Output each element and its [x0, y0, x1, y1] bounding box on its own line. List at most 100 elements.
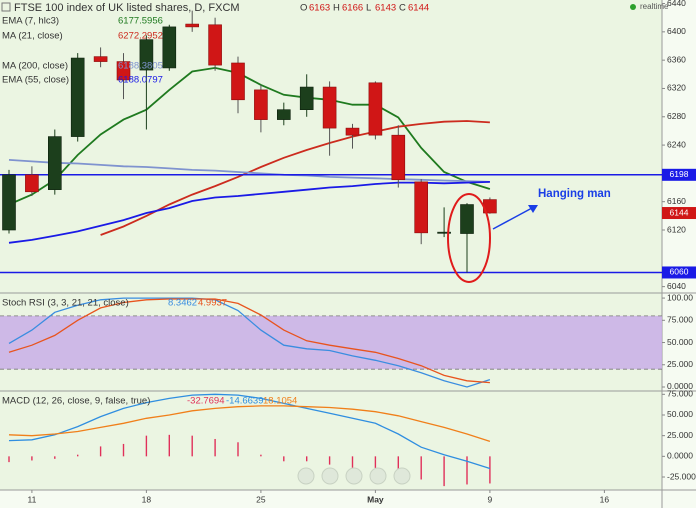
legend-value: 6177.5956 [118, 16, 163, 27]
candle-body [25, 174, 39, 193]
axis-background [662, 0, 696, 508]
legend-value: 4.9937 [198, 298, 227, 309]
candle-body [345, 127, 360, 136]
status: realtime [640, 2, 669, 11]
series-line [8, 181, 490, 244]
y-tick-label: -25.000 [667, 471, 696, 481]
annotation: Hanging man [538, 188, 611, 200]
y-tick-label: 25.000 [667, 359, 693, 369]
price-label-box [662, 266, 696, 279]
ohlc-value: 6143 [375, 3, 396, 14]
y-tick-label: 6400 [667, 26, 686, 36]
nav-buttons [297, 467, 411, 485]
ohlc-value: 6144 [408, 3, 429, 14]
series-line [8, 298, 490, 384]
y-tick-label: 6360 [667, 54, 686, 64]
y-tick-label: 6120 [667, 224, 686, 234]
candle-body [437, 231, 451, 234]
highlight-ellipse [447, 193, 491, 283]
legend-name: EMA (55, close) [2, 75, 69, 86]
y-tick-label: 75.000 [667, 315, 693, 325]
y-tick-label: 6040 [667, 281, 686, 291]
series-line [8, 297, 491, 388]
price-label-box [662, 168, 696, 181]
legend-value: -32.7694 [187, 396, 225, 407]
arrow-head [528, 205, 538, 213]
collapse-icon[interactable] [1, 2, 11, 12]
x-tick-label: 25 [256, 494, 266, 504]
pane [8, 393, 491, 487]
candle-body [116, 61, 131, 81]
x-tick-label: 11 [27, 494, 36, 504]
candle-body [139, 39, 154, 71]
layer [0, 10, 662, 487]
series-line [8, 393, 491, 470]
candle-body [460, 204, 474, 234]
candle-body [276, 109, 291, 120]
nav-button[interactable] [321, 467, 339, 485]
pane [0, 10, 662, 274]
plot-background [0, 0, 662, 490]
candle-body [47, 136, 62, 190]
price-label: 6060 [670, 267, 689, 277]
x-tick-label: 9 [488, 494, 493, 504]
last-price-box [662, 207, 696, 220]
ohlc-value: 6163 [309, 3, 330, 14]
legend-value: 18.1054 [263, 396, 297, 407]
ohlc-label: L [366, 3, 371, 14]
chart-title: FTSE 100 index of UK listed shares, D, F… [14, 2, 240, 14]
y-tick-label: 6440 [667, 0, 686, 8]
status-dot [630, 4, 636, 10]
legend-value: 6272.2952 [118, 31, 163, 42]
candle-body [162, 26, 177, 69]
legend-name: MA (21, close) [2, 31, 63, 42]
annotation-arrow [492, 207, 533, 230]
series-line [8, 159, 490, 183]
y-tick-label: 50.000 [667, 409, 693, 419]
legend-value: 6188.3805 [118, 61, 163, 72]
x-tick-label: 16 [600, 494, 610, 504]
y-tick-label: 25.000 [667, 430, 693, 440]
pane [0, 297, 662, 388]
y-axis: 75.000 50.000 25.000 0.0000 -25.000 [662, 389, 696, 481]
x-tick-label: 18 [142, 494, 152, 504]
y-tick-label: 0.0000 [667, 451, 693, 461]
candle-body [254, 89, 268, 120]
y-tick-label: 6320 [667, 83, 686, 93]
series-line [8, 405, 491, 443]
last-price-label: 6144 [670, 207, 689, 217]
x-axis-background [0, 490, 662, 508]
candle-body [185, 23, 199, 28]
y-tick-label: 6240 [667, 139, 686, 149]
price-label: 6198 [670, 169, 689, 179]
nav-button[interactable] [297, 467, 315, 485]
ohlc-label: C [399, 3, 406, 14]
candle-body [299, 86, 314, 110]
series-line [8, 66, 491, 206]
pane-title: Stoch RSI (3, 3, 21, 21, close) [2, 298, 129, 309]
pane-title: MACD (12, 26, close, 9, false, true) [2, 396, 150, 407]
legend-value: -14.6639 [226, 396, 264, 407]
candle-body [368, 82, 383, 136]
y-axis: 6040 6120 6160 6240 6280 6320 6360 6400 6440 [662, 0, 686, 291]
legend-name: EMA (7, hlc3) [2, 16, 59, 27]
candle-body [414, 181, 429, 234]
y-tick-label: 100.00 [667, 292, 693, 302]
legend-value: 8.3462 [168, 298, 197, 309]
band [0, 315, 662, 370]
ohlc-label: O [300, 3, 307, 14]
ohlc-value: 6166 [342, 3, 363, 14]
candle-body [391, 134, 406, 181]
nav-button[interactable] [369, 467, 387, 485]
nav-button[interactable] [393, 467, 411, 485]
x-tick-label: May [367, 494, 384, 504]
candle-body [322, 86, 337, 129]
candle-body [70, 57, 85, 137]
candle-body [208, 24, 222, 66]
nav-button[interactable] [345, 467, 363, 485]
candle-body [2, 174, 16, 231]
y-tick-label: 50.000 [667, 337, 693, 347]
legend-value: 6188.0797 [118, 75, 163, 86]
